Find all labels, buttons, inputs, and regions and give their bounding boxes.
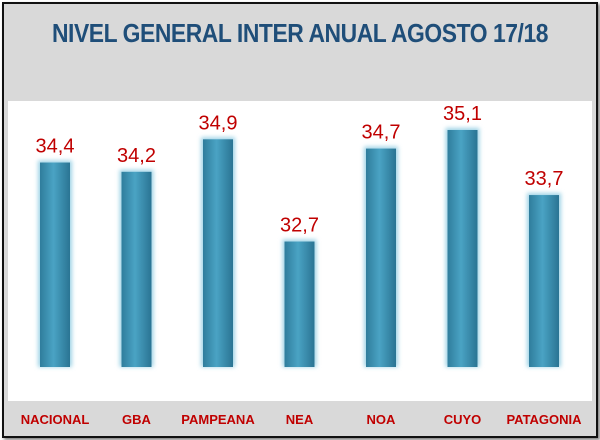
bar-nacional (40, 162, 70, 367)
value-label-cuyo: 35,1 (443, 103, 482, 125)
bar-patagonia (529, 195, 559, 367)
category-label-nea: NEA (286, 412, 314, 427)
value-label-nacional: 34,4 (36, 136, 75, 158)
chart-title: NIVEL GENERAL INTER ANUAL AGOSTO 17/18 (51, 18, 549, 48)
category-label-noa: NOA (367, 412, 397, 427)
category-label-patagonia: PATAGONIA (506, 412, 582, 427)
bar-gba (121, 171, 152, 367)
value-label-nea: 32,7 (280, 215, 319, 237)
category-label-nacional: NACIONAL (21, 412, 90, 427)
value-label-noa: 34,7 (362, 122, 401, 144)
value-label-gba: 34,2 (117, 145, 156, 167)
bar-nea (284, 241, 315, 367)
category-label-cuyo: CUYO (444, 412, 482, 427)
value-label-patagonia: 33,7 (525, 168, 564, 190)
category-label-gba: GBA (122, 412, 152, 427)
value-label-pampeana: 34,9 (199, 112, 238, 134)
bar-pampeana (203, 139, 233, 367)
bar-cuyo (447, 130, 478, 367)
bar-noa (366, 148, 396, 367)
category-label-pampeana: PAMPEANA (181, 412, 255, 427)
